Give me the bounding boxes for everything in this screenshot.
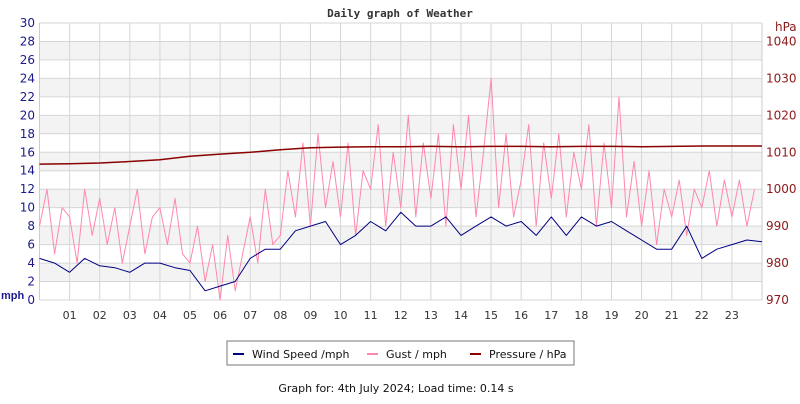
legend-label: Gust / mph — [386, 348, 447, 361]
right-tick-label: 990 — [766, 219, 789, 233]
x-tick-label: 19 — [604, 309, 618, 322]
x-tick-label: 22 — [695, 309, 709, 322]
x-tick-label: 23 — [725, 309, 739, 322]
right-tick-label: 980 — [766, 256, 789, 270]
right-tick-label: 1040 — [766, 34, 797, 48]
legend-swatch — [233, 353, 244, 355]
series-line-pressure — [39, 145, 762, 165]
left-tick-label: 0 — [27, 293, 35, 307]
chart-title: Daily graph of Weather — [327, 7, 473, 20]
left-tick-label: 10 — [20, 201, 35, 215]
x-tick-label: 06 — [213, 309, 227, 322]
x-tick-label: 18 — [574, 309, 588, 322]
x-tick-label: 16 — [514, 309, 528, 322]
x-tick-label: 20 — [635, 309, 649, 322]
legend-label: Pressure / hPa — [489, 348, 567, 361]
left-tick-label: 28 — [20, 34, 35, 48]
legend: Wind Speed /mph Gust / mph Pressure / hPa — [226, 340, 575, 366]
x-tick-label: 17 — [544, 309, 558, 322]
x-tick-label: 01 — [63, 309, 77, 322]
legend-swatch — [470, 353, 481, 355]
left-tick-label: 24 — [20, 71, 35, 85]
left-tick-label: 2 — [27, 275, 35, 289]
x-tick-label: 07 — [243, 309, 257, 322]
left-tick-label: 4 — [27, 256, 35, 270]
x-tick-label: 21 — [665, 309, 679, 322]
legend-label: Wind Speed /mph — [252, 348, 350, 361]
right-tick-label: 1000 — [766, 182, 797, 196]
right-axis-label: hPa — [775, 20, 797, 34]
left-tick-label: 16 — [20, 145, 35, 159]
x-tick-label: 05 — [183, 309, 197, 322]
series-line-gust — [39, 77, 755, 301]
left-tick-label: 20 — [20, 108, 35, 122]
x-tick-label: 02 — [93, 309, 107, 322]
left-tick-label: 18 — [20, 127, 35, 141]
series-line-wind — [39, 211, 763, 292]
x-tick-label: 04 — [153, 309, 167, 322]
x-tick-label: 12 — [394, 309, 408, 322]
right-tick-label: 970 — [766, 293, 789, 307]
right-tick-label: 1030 — [766, 71, 797, 85]
left-tick-label: 8 — [27, 219, 35, 233]
left-tick-label: 6 — [27, 238, 35, 252]
left-tick-label: 22 — [20, 90, 35, 104]
left-tick-label: 30 — [20, 16, 35, 30]
left-tick-label: 12 — [20, 182, 35, 196]
x-tick-label: 10 — [334, 309, 348, 322]
x-tick-label: 03 — [123, 309, 137, 322]
left-axis-label: mph — [1, 290, 25, 302]
left-tick-label: 26 — [20, 53, 35, 67]
x-tick-label: 09 — [303, 309, 317, 322]
footer-text: Graph for: 4th July 2024; Load time: 0.1… — [278, 382, 514, 395]
x-tick-label: 15 — [484, 309, 498, 322]
x-tick-label: 13 — [424, 309, 438, 322]
x-tick-label: 11 — [364, 309, 378, 322]
left-tick-label: 14 — [20, 164, 35, 178]
legend-swatch — [367, 353, 378, 355]
right-tick-label: 1020 — [766, 108, 797, 122]
right-tick-label: 1010 — [766, 145, 797, 159]
x-tick-label: 08 — [273, 309, 287, 322]
x-tick-label: 14 — [454, 309, 468, 322]
